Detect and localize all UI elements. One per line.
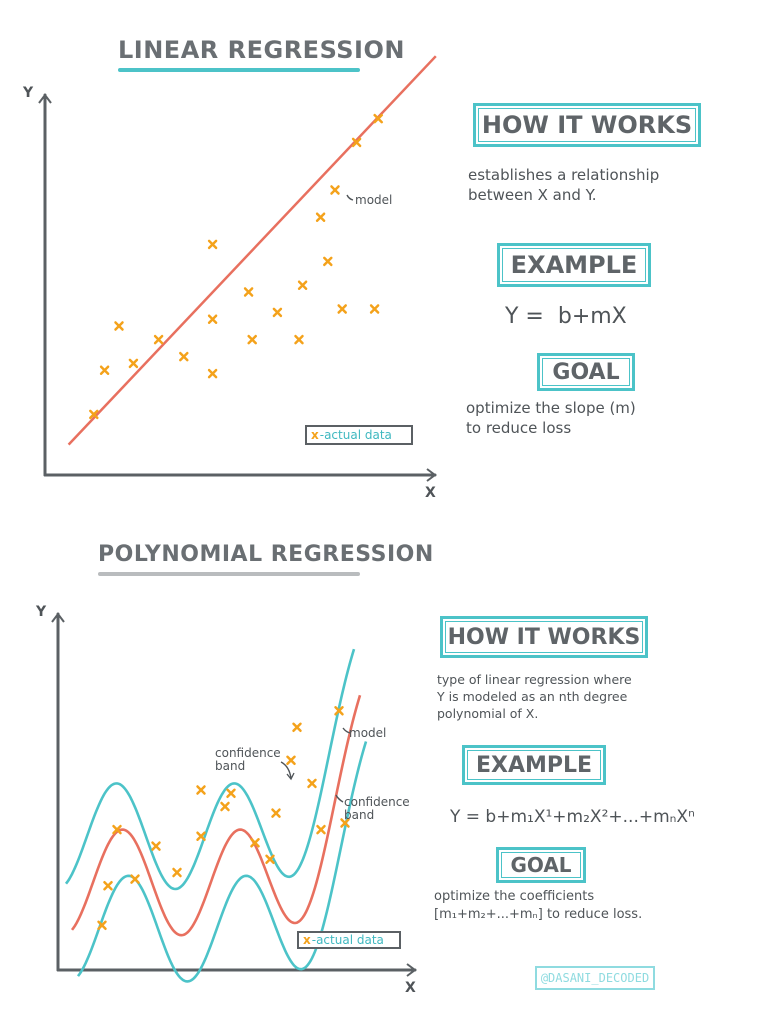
polynomial-data-point — [97, 920, 107, 931]
polynomial-title: POLYNOMIAL REGRESSION — [98, 542, 434, 567]
linear-goal-title: GOAL — [537, 353, 635, 391]
polynomial-confidence-label-right-line-1: confidence — [344, 795, 410, 809]
linear-data-point — [330, 185, 340, 195]
linear-data-point — [247, 334, 257, 345]
polynomial-data-point — [265, 854, 275, 865]
polynomial-how-text: type of linear regression where Y is mod… — [437, 672, 632, 723]
polynomial-data-point — [196, 785, 206, 795]
polynomial-how-text-line-1: type of linear regression where — [437, 672, 632, 687]
linear-model-pointer — [346, 194, 354, 201]
polynomial-data-point — [103, 880, 113, 891]
legend-label: -actual data — [311, 933, 384, 947]
polynomial-confidence-pointer-left-head — [286, 772, 295, 781]
polynomial-how-text-line-2: Y is modeled as an nth degree — [437, 688, 628, 704]
linear-data-point — [243, 287, 254, 297]
polynomial-model-curve — [70, 694, 362, 937]
linear-x-axis-label: X — [425, 485, 436, 501]
linear-how-text-line-2: between X and Y. — [468, 186, 597, 205]
polynomial-goal-text-line-1: optimize the coefficients — [434, 889, 595, 904]
legend-label: -actual data — [319, 428, 392, 442]
polynomial-x-axis-arrow — [406, 963, 417, 977]
linear-data-point — [297, 280, 308, 290]
polynomial-confidence-pointer-left — [280, 761, 292, 779]
polynomial-data-point — [196, 831, 206, 841]
linear-legend: x -actual data — [305, 425, 413, 445]
linear-how-text: establishes a relationship between X and… — [468, 165, 659, 206]
polynomial-data-point — [286, 755, 296, 766]
linear-formula: Y = b+mX — [505, 304, 627, 329]
linear-x-axis-arrow — [426, 468, 437, 482]
polynomial-upper-confidence-band — [64, 648, 356, 891]
linear-data-point — [373, 113, 383, 124]
polynomial-data-point — [250, 838, 260, 848]
linear-data-point — [351, 137, 362, 148]
polynomial-confidence-label-right-line-2: band — [344, 808, 374, 822]
polynomial-model-label: model — [349, 726, 386, 740]
polynomial-how-text-line-3: polynomial of X. — [437, 705, 539, 721]
linear-how-title: HOW IT WORKS — [473, 103, 701, 147]
linear-data-point — [369, 304, 380, 314]
linear-data-point — [128, 358, 139, 369]
polynomial-data-point — [334, 706, 344, 716]
polynomial-confidence-pointer-right — [335, 794, 344, 803]
polynomial-data-point — [316, 824, 326, 835]
polynomial-data-point — [220, 801, 230, 812]
polynomial-data-point — [112, 824, 122, 835]
polynomial-data-point — [151, 841, 161, 851]
linear-data-point — [207, 368, 218, 379]
polynomial-data-point — [271, 808, 281, 818]
linear-title: LINEAR REGRESSION — [118, 36, 405, 64]
linear-example-title: EXAMPLE — [497, 243, 651, 287]
polynomial-data-point — [130, 874, 140, 884]
linear-data-point — [207, 239, 218, 250]
polynomial-example-title: EXAMPLE — [462, 745, 606, 785]
linear-data-point — [207, 314, 218, 324]
linear-data-point — [89, 409, 99, 420]
legend-x-icon: x — [311, 428, 319, 442]
linear-goal-text: optimize the slope (m) to reduce loss — [466, 398, 636, 439]
polynomial-formula: Y = b+m₁X¹+m₂X²+...+mₙXⁿ — [450, 807, 695, 827]
linear-data-point — [99, 365, 110, 375]
linear-data-point — [294, 334, 304, 345]
linear-data-point — [337, 304, 347, 314]
linear-data-point — [315, 212, 326, 222]
polynomial-data-point — [307, 778, 317, 789]
linear-goal-text-line-2: to reduce loss — [466, 419, 572, 438]
linear-data-point — [114, 321, 124, 331]
polynomial-legend: x -actual data — [297, 931, 401, 949]
polynomial-x-axis-label: X — [405, 980, 416, 996]
polynomial-goal-text-line-2: [m₁+m₂+...+mₙ] to reduce loss. — [434, 906, 643, 922]
linear-y-axis-arrow — [38, 93, 52, 104]
linear-goal-text-line-1: optimize the slope (m) — [466, 399, 636, 417]
polynomial-data-point — [226, 788, 236, 799]
polynomial-data-point — [340, 818, 350, 828]
linear-data-point — [323, 256, 333, 267]
polynomial-how-title: HOW IT WORKS — [440, 616, 648, 658]
polynomial-confidence-label-left-line-1: confidence — [215, 746, 281, 760]
polynomial-data-point — [292, 722, 302, 733]
polynomial-y-axis-label: Y — [35, 604, 47, 620]
linear-data-point — [272, 307, 283, 318]
linear-how-text-line-1: establishes a relationship — [468, 166, 660, 184]
author-handle: @DASANI_DECODED — [535, 966, 655, 990]
linear-model-label: model — [355, 193, 392, 207]
legend-x-icon: x — [303, 933, 311, 947]
polynomial-goal-title: GOAL — [496, 847, 586, 883]
linear-data-point — [179, 351, 189, 362]
polynomial-goal-text: optimize the coefficients [m₁+m₂+...+mₙ]… — [434, 888, 642, 923]
linear-data-point — [153, 334, 164, 345]
polynomial-y-axis-arrow — [51, 612, 65, 623]
polynomial-data-point — [172, 867, 182, 878]
linear-y-axis-label: Y — [22, 85, 34, 101]
polynomial-confidence-label-left-line-2: band — [215, 759, 245, 773]
linear-title-underline — [118, 68, 360, 72]
polynomial-title-underline — [98, 572, 360, 576]
polynomial-model-pointer — [342, 727, 351, 734]
